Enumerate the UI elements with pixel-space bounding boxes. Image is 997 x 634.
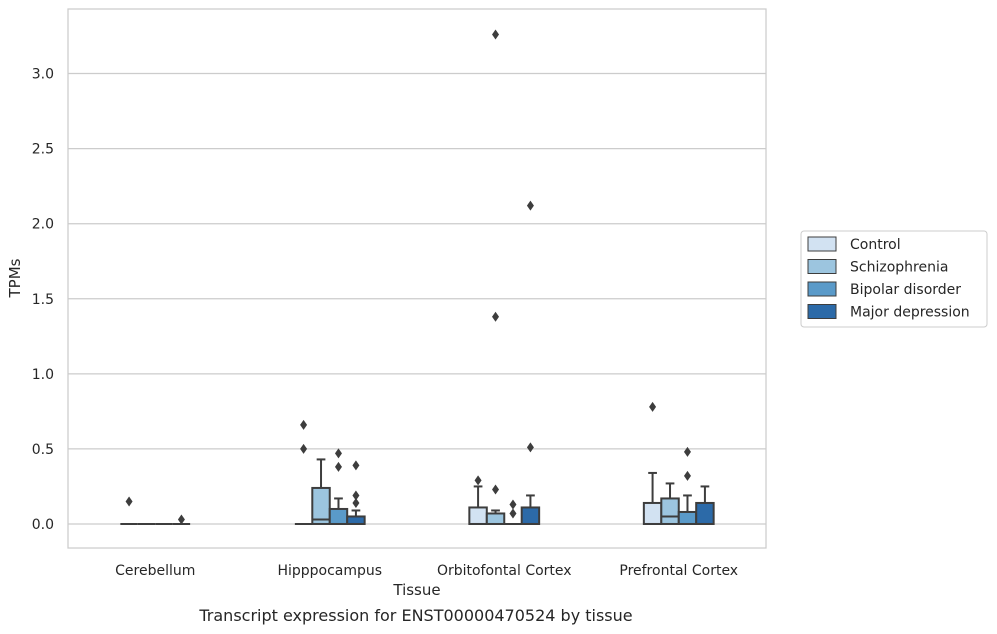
y-tick-labels: 0.0 0.5 1.0 1.5 2.0 2.5 3.0 — [32, 67, 54, 533]
legend-frame — [800, 230, 988, 328]
box-3-0 — [642, 401, 663, 525]
boxes — [120, 29, 715, 525]
box-3-1 — [660, 482, 680, 525]
box-1-2 — [328, 448, 349, 525]
outlier-point — [649, 401, 657, 412]
outlier-point — [177, 514, 185, 525]
box-body — [520, 506, 541, 525]
legend-swatch — [807, 259, 837, 274]
box-body — [695, 501, 715, 525]
box-body — [328, 507, 349, 525]
box-1-0 — [294, 419, 313, 525]
legend-label: Bipolar disorder — [850, 282, 961, 298]
x-tick-label: Prefrontal Cortex — [619, 563, 738, 579]
box-3-3 — [695, 485, 715, 525]
legend-label: Major depression — [850, 305, 970, 321]
outlier-point — [526, 200, 534, 211]
plot-area-frame — [67, 8, 767, 549]
grid-lines — [68, 72, 766, 525]
box-0-3 — [172, 514, 191, 525]
outlier-point — [509, 499, 517, 510]
x-tick-label: Cerebellum — [115, 563, 195, 579]
x-tick-labels: Cerebellum Hipppocampus Orbitofontal Corte… — [115, 563, 738, 579]
outlier-point — [352, 497, 360, 508]
box-1-1 — [311, 458, 331, 525]
outlier-point — [474, 475, 482, 486]
x-tick-label: Orbitofontal Cortex — [437, 563, 572, 579]
y-tick-label: 1.0 — [32, 367, 54, 383]
box-body — [468, 506, 488, 525]
box-2-1 — [485, 29, 506, 525]
outlier-point — [526, 442, 534, 453]
legend: Control Schizophrenia Bipolar disorder Majo… — [800, 230, 988, 328]
outlier-point — [509, 508, 517, 519]
box-2-2 — [504, 499, 522, 525]
box-1-3 — [346, 460, 366, 525]
box-body — [485, 512, 506, 525]
legend-label: Control — [850, 237, 901, 253]
box-body — [346, 515, 366, 525]
box-body — [311, 486, 331, 525]
outlier-point — [683, 446, 691, 457]
x-tick-label: Hipppocampus — [277, 563, 382, 579]
chart-caption: Transcript expression for ENST0000047052… — [199, 606, 633, 625]
y-tick-label: 1.5 — [32, 292, 54, 308]
y-tick-label: 3.0 — [32, 67, 54, 83]
outlier-point — [334, 461, 342, 472]
box-0-0 — [120, 496, 138, 525]
y-axis-label: TPMs — [6, 258, 24, 298]
outlier-point — [492, 311, 500, 322]
box-body — [660, 497, 680, 525]
box-3-2 — [677, 446, 698, 525]
outlier-point — [683, 470, 691, 481]
y-tick-label: 0.5 — [32, 442, 54, 458]
box-2-3 — [520, 200, 541, 525]
box-2-0 — [468, 475, 488, 525]
y-tick-label: 2.5 — [32, 142, 54, 158]
y-tick-label: 2.0 — [32, 217, 54, 233]
outlier-point — [334, 448, 342, 459]
outlier-point — [492, 484, 500, 495]
x-axis-label: Tissue — [392, 581, 440, 599]
outlier-point — [300, 443, 308, 454]
box-body — [677, 510, 698, 525]
outlier-point — [352, 490, 360, 501]
legend-swatch — [807, 304, 837, 319]
y-tick-label: 0.0 — [32, 517, 54, 533]
legend-label: Schizophrenia — [850, 260, 948, 276]
outlier-point — [300, 419, 308, 430]
outlier-point — [492, 29, 500, 40]
outlier-point — [125, 496, 133, 507]
legend-swatch — [807, 281, 837, 297]
box-body — [642, 501, 663, 525]
legend-swatch — [807, 236, 837, 252]
outlier-point — [352, 460, 360, 471]
